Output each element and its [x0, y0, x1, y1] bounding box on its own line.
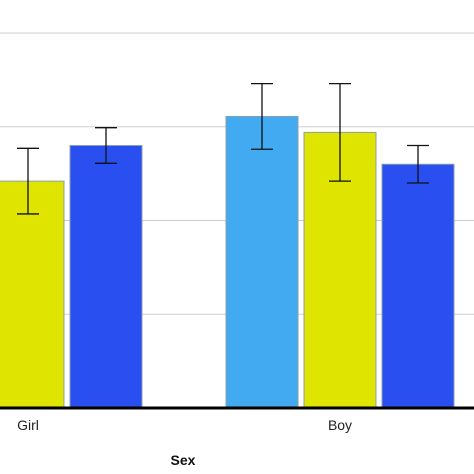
bar-boy-series-0 — [225, 115, 299, 409]
x-tick-label-boy: Boy — [328, 417, 352, 433]
x-tick-label-girl: Girl — [17, 417, 39, 433]
error-bar-boy-series-2 — [407, 144, 429, 184]
error-bars — [17, 82, 429, 215]
error-bar-boy-series-1 — [329, 82, 351, 182]
error-bar-girl-series-1 — [17, 147, 39, 215]
bars — [0, 115, 455, 409]
error-bar-boy-series-0 — [251, 82, 273, 150]
bar-girl-series-1 — [0, 180, 65, 409]
error-bar-girl-series-2 — [95, 127, 117, 164]
bar-boy-series-2 — [381, 163, 455, 409]
x-axis-title: Sex — [171, 452, 196, 468]
bar-girl-series-2 — [69, 145, 143, 409]
